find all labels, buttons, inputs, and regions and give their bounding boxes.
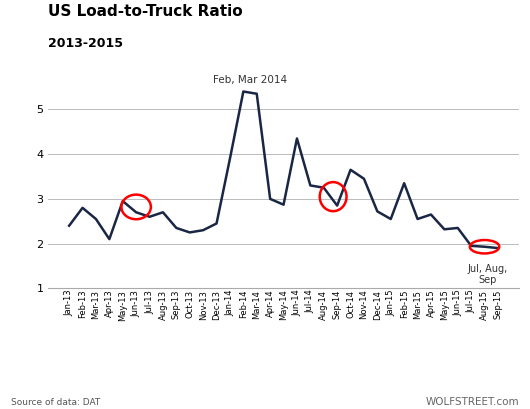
Text: 2013-2015: 2013-2015	[48, 37, 123, 50]
Text: WOLFSTREET.com: WOLFSTREET.com	[426, 397, 519, 407]
Text: Jul, Aug,
Sep: Jul, Aug, Sep	[467, 264, 507, 285]
Text: Source of data: DAT: Source of data: DAT	[11, 398, 100, 407]
Text: US Load-to-Truck Ratio: US Load-to-Truck Ratio	[48, 4, 242, 19]
Text: Feb, Mar 2014: Feb, Mar 2014	[213, 75, 287, 85]
